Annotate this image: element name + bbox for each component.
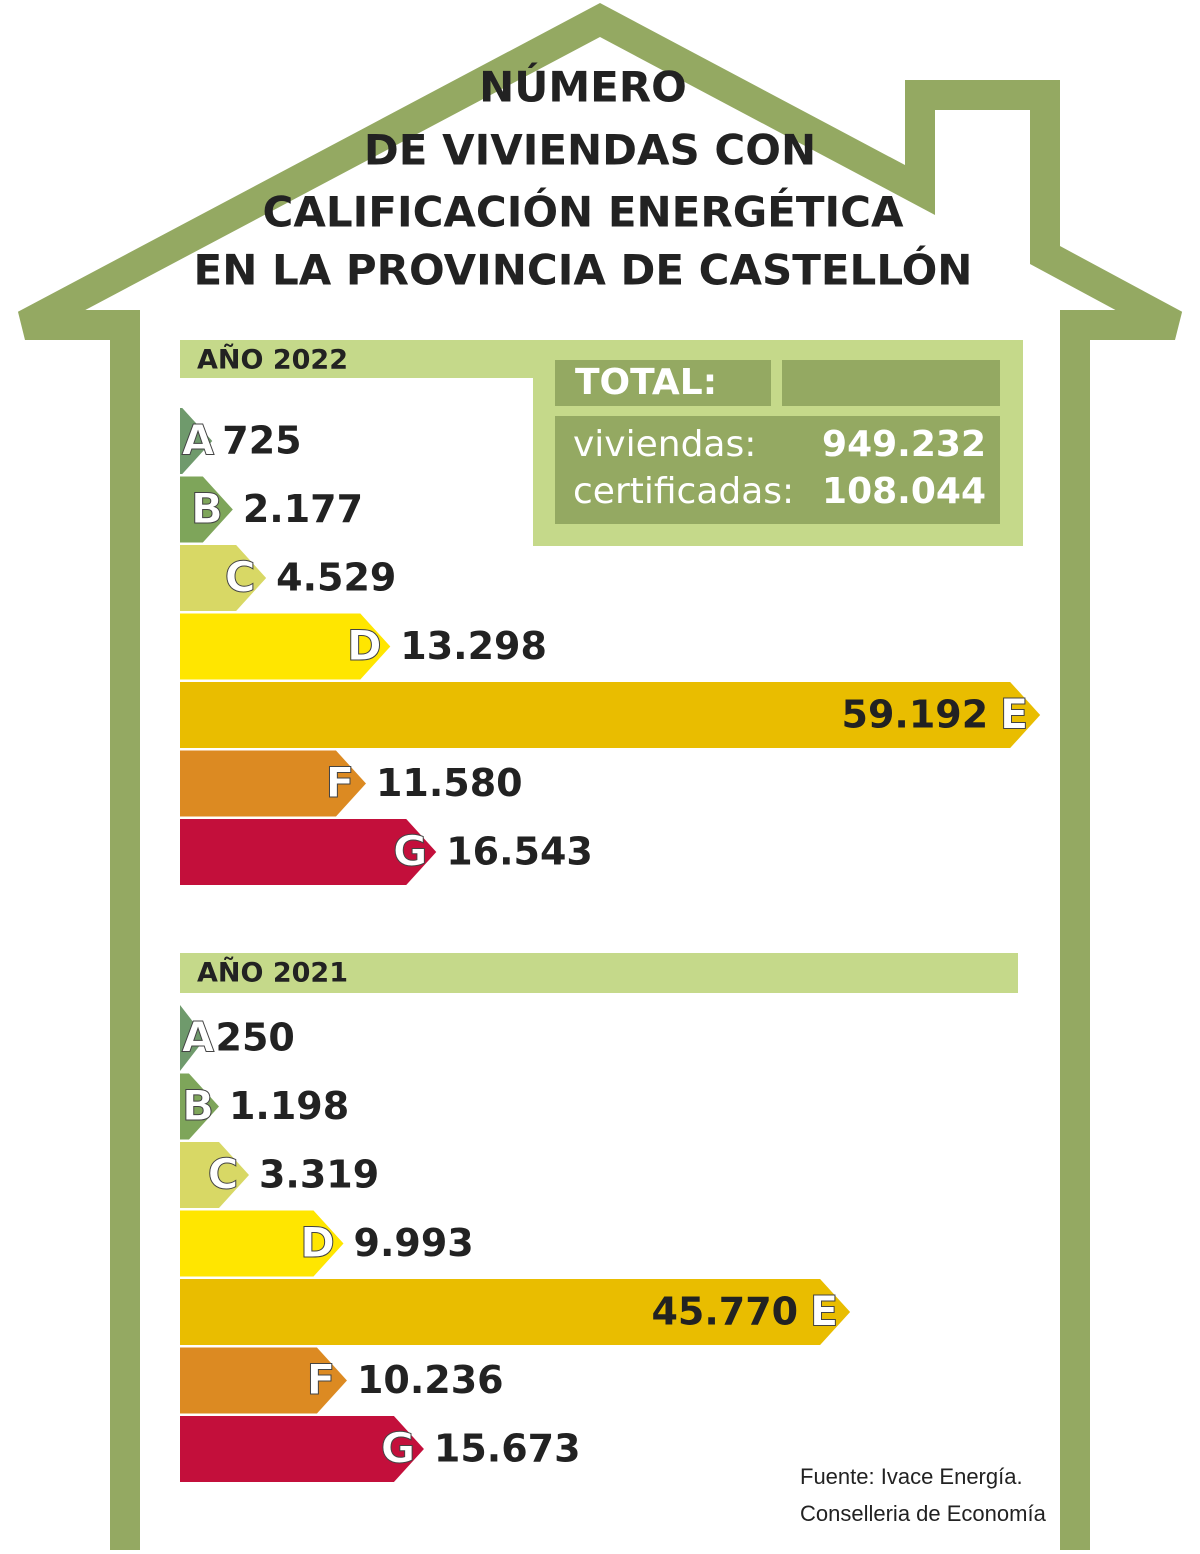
year-header [180,953,1018,993]
bar [180,1279,851,1345]
title-line: DE VIVIENDAS CON [364,126,816,175]
total-cell [782,360,1000,406]
category-letter: E [1000,690,1029,739]
value-label: 725 [222,419,301,463]
category-letter: B [182,1081,214,1130]
value-label: 3.319 [259,1153,379,1197]
bar [180,1142,249,1208]
bar [180,476,233,543]
value-label: 4.529 [276,556,396,600]
bar [180,819,437,885]
title-line: NÚMERO [479,62,687,112]
bar [180,682,1041,748]
category-letter: F [307,1355,336,1404]
value-label: 10.236 [357,1358,504,1402]
category-letter: G [393,827,427,876]
bar [180,1210,344,1277]
bar [180,750,366,817]
category-letter: G [381,1424,415,1473]
bar [180,1073,219,1140]
bar [180,613,391,680]
category-letter: C [208,1150,239,1199]
value-label: 1.198 [229,1084,349,1128]
category-letter: A [182,416,215,465]
chart-title: AÑO 2022 [197,344,348,376]
category-letter: A [182,1013,215,1062]
total-cell [555,416,1000,524]
value-label: 13.298 [400,624,547,668]
total-cell [555,360,771,406]
bar [180,1005,206,1071]
value-label: 59.192 [842,693,989,737]
bar [180,408,213,474]
bar [180,1347,347,1414]
total-label: viviendas: [573,424,756,465]
category-letter: B [191,484,223,533]
value-label: 11.580 [376,761,523,805]
bar [180,545,267,611]
source: Conselleria de Economía [800,1501,1047,1526]
source: Fuente: Ivace Energía. [800,1464,1023,1489]
value-label: 16.543 [446,830,593,874]
title-line: CALIFICACIÓN ENERGÉTICA [263,187,904,237]
value-label: 2.177 [243,487,363,531]
category-letter: D [300,1218,335,1267]
value-label: 15.673 [434,1427,581,1471]
category-letter: C [225,553,256,602]
value-label: 250 [216,1016,295,1060]
total-value: 108.044 [822,471,986,512]
title-line: EN LA PROVINCIA DE CASTELLÓN [194,245,973,295]
value-label: 9.993 [354,1221,474,1265]
category-letter: D [347,621,382,670]
value-label: 45.770 [651,1290,798,1334]
category-letter: E [810,1287,839,1336]
bar [180,1416,424,1482]
chart-title: AÑO 2021 [197,957,348,989]
total-box: TOTAL: viviendas: 949.232 certificadas: … [533,340,1023,546]
category-letter: F [326,758,355,807]
total-title: TOTAL: [575,362,717,403]
total-value: 949.232 [822,424,986,465]
total-label: certificadas: [573,471,794,512]
